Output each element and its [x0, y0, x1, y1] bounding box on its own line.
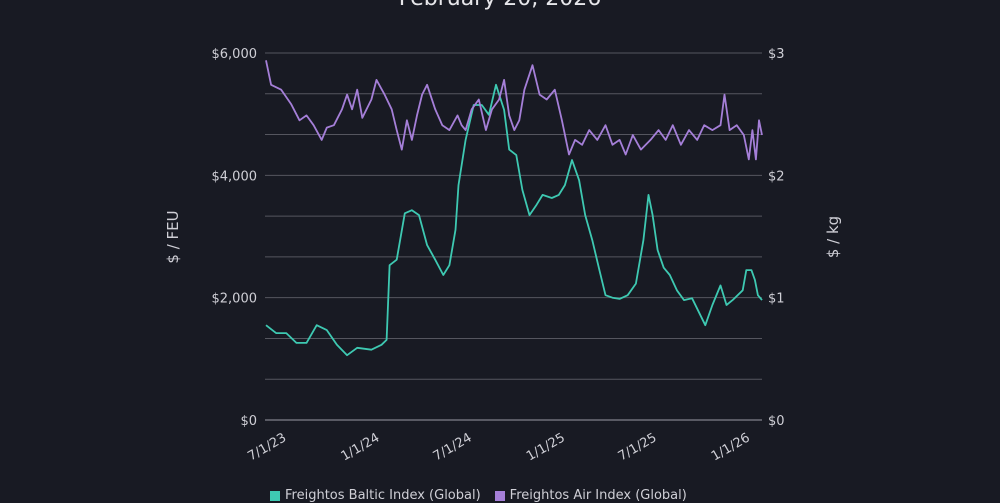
right-tick-label: $2 — [768, 169, 785, 184]
x-tick-label: 7/1/23 — [245, 430, 289, 464]
right-tick-label: $0 — [768, 414, 785, 429]
legend-label: Freightos Baltic Index (Global) — [285, 488, 481, 503]
legend-item-air[interactable]: Freightos Air Index (Global) — [494, 488, 687, 503]
legend-swatch — [270, 490, 280, 501]
x-tick-label: 1/1/26 — [709, 430, 753, 464]
chart-title: February 20, 2026 — [0, 0, 1000, 11]
legend-swatch — [494, 490, 505, 501]
right-tick-label: $3 — [768, 47, 785, 62]
left-tick-label: $2,000 — [212, 292, 258, 307]
gridlines — [265, 52, 762, 421]
legend-label: Freightos Air Index (Global) — [509, 488, 687, 503]
legend-item-baltic[interactable]: Freightos Baltic Index (Global) — [270, 488, 481, 503]
x-tick-label: 1/1/25 — [524, 430, 568, 464]
left-axis-label: $ / FEU — [164, 210, 182, 263]
x-tick-label: 7/1/25 — [616, 430, 660, 464]
right-tick-label: $1 — [768, 292, 785, 307]
air-index-line — [265, 60, 763, 161]
right-axis-label: $ / kg — [824, 216, 842, 258]
x-tick-label: 1/1/24 — [339, 430, 383, 464]
baltic-index-line — [265, 83, 763, 357]
tick-labels: $0 $2,000 $4,000 $6,000 $0 $1 $2 $3 7/1/23 1/1/24… — [212, 47, 785, 464]
left-tick-label: $4,000 — [212, 169, 258, 184]
legend: Freightos Baltic Index (Global) Freighto… — [270, 488, 687, 503]
left-tick-label: $6,000 — [212, 47, 258, 62]
series-lines — [265, 60, 763, 357]
x-tick-label: 7/1/24 — [431, 430, 475, 464]
left-tick-label: $0 — [240, 414, 257, 429]
